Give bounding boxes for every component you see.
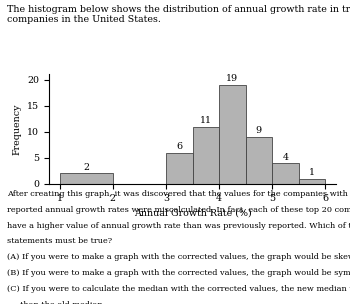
- Bar: [60, 174, 113, 184]
- Text: 6: 6: [176, 142, 182, 151]
- Text: 1: 1: [309, 168, 315, 177]
- Bar: [272, 163, 299, 184]
- Text: (B) If you were to make a graph with the corrected values, the graph would be sy: (B) If you were to make a graph with the…: [7, 269, 350, 277]
- Bar: [193, 126, 219, 184]
- Text: After creating this graph, it was discovered that the values for the companies w: After creating this graph, it was discov…: [7, 190, 350, 198]
- Bar: [299, 179, 326, 184]
- Text: 19: 19: [226, 74, 238, 83]
- Text: reported annual growth rates were miscalculated. In fact, each of these top 20 c: reported annual growth rates were miscal…: [7, 206, 350, 214]
- Bar: [246, 137, 272, 184]
- Text: 2: 2: [83, 163, 89, 172]
- X-axis label: Annual Growth Rate (%): Annual Growth Rate (%): [134, 208, 251, 217]
- Bar: [219, 85, 246, 184]
- Text: 11: 11: [200, 116, 212, 125]
- Text: 4: 4: [282, 153, 288, 161]
- Text: than the old median.: than the old median.: [7, 301, 105, 304]
- Text: (C) If you were to calculate the median with the corrected values, the new media: (C) If you were to calculate the median …: [7, 285, 350, 293]
- Text: statements must be true?: statements must be true?: [7, 237, 112, 245]
- Text: have a higher value of annual growth rate than was previously reported. Which of: have a higher value of annual growth rat…: [7, 222, 350, 230]
- Bar: [166, 153, 193, 184]
- Text: The histogram below shows the distribution of annual growth rate in travel spend: The histogram below shows the distributi…: [7, 5, 350, 24]
- Y-axis label: Frequency: Frequency: [13, 103, 22, 155]
- Text: 9: 9: [256, 126, 262, 136]
- Text: (A) If you were to make a graph with the corrected values, the graph would be sk: (A) If you were to make a graph with the…: [7, 253, 350, 261]
